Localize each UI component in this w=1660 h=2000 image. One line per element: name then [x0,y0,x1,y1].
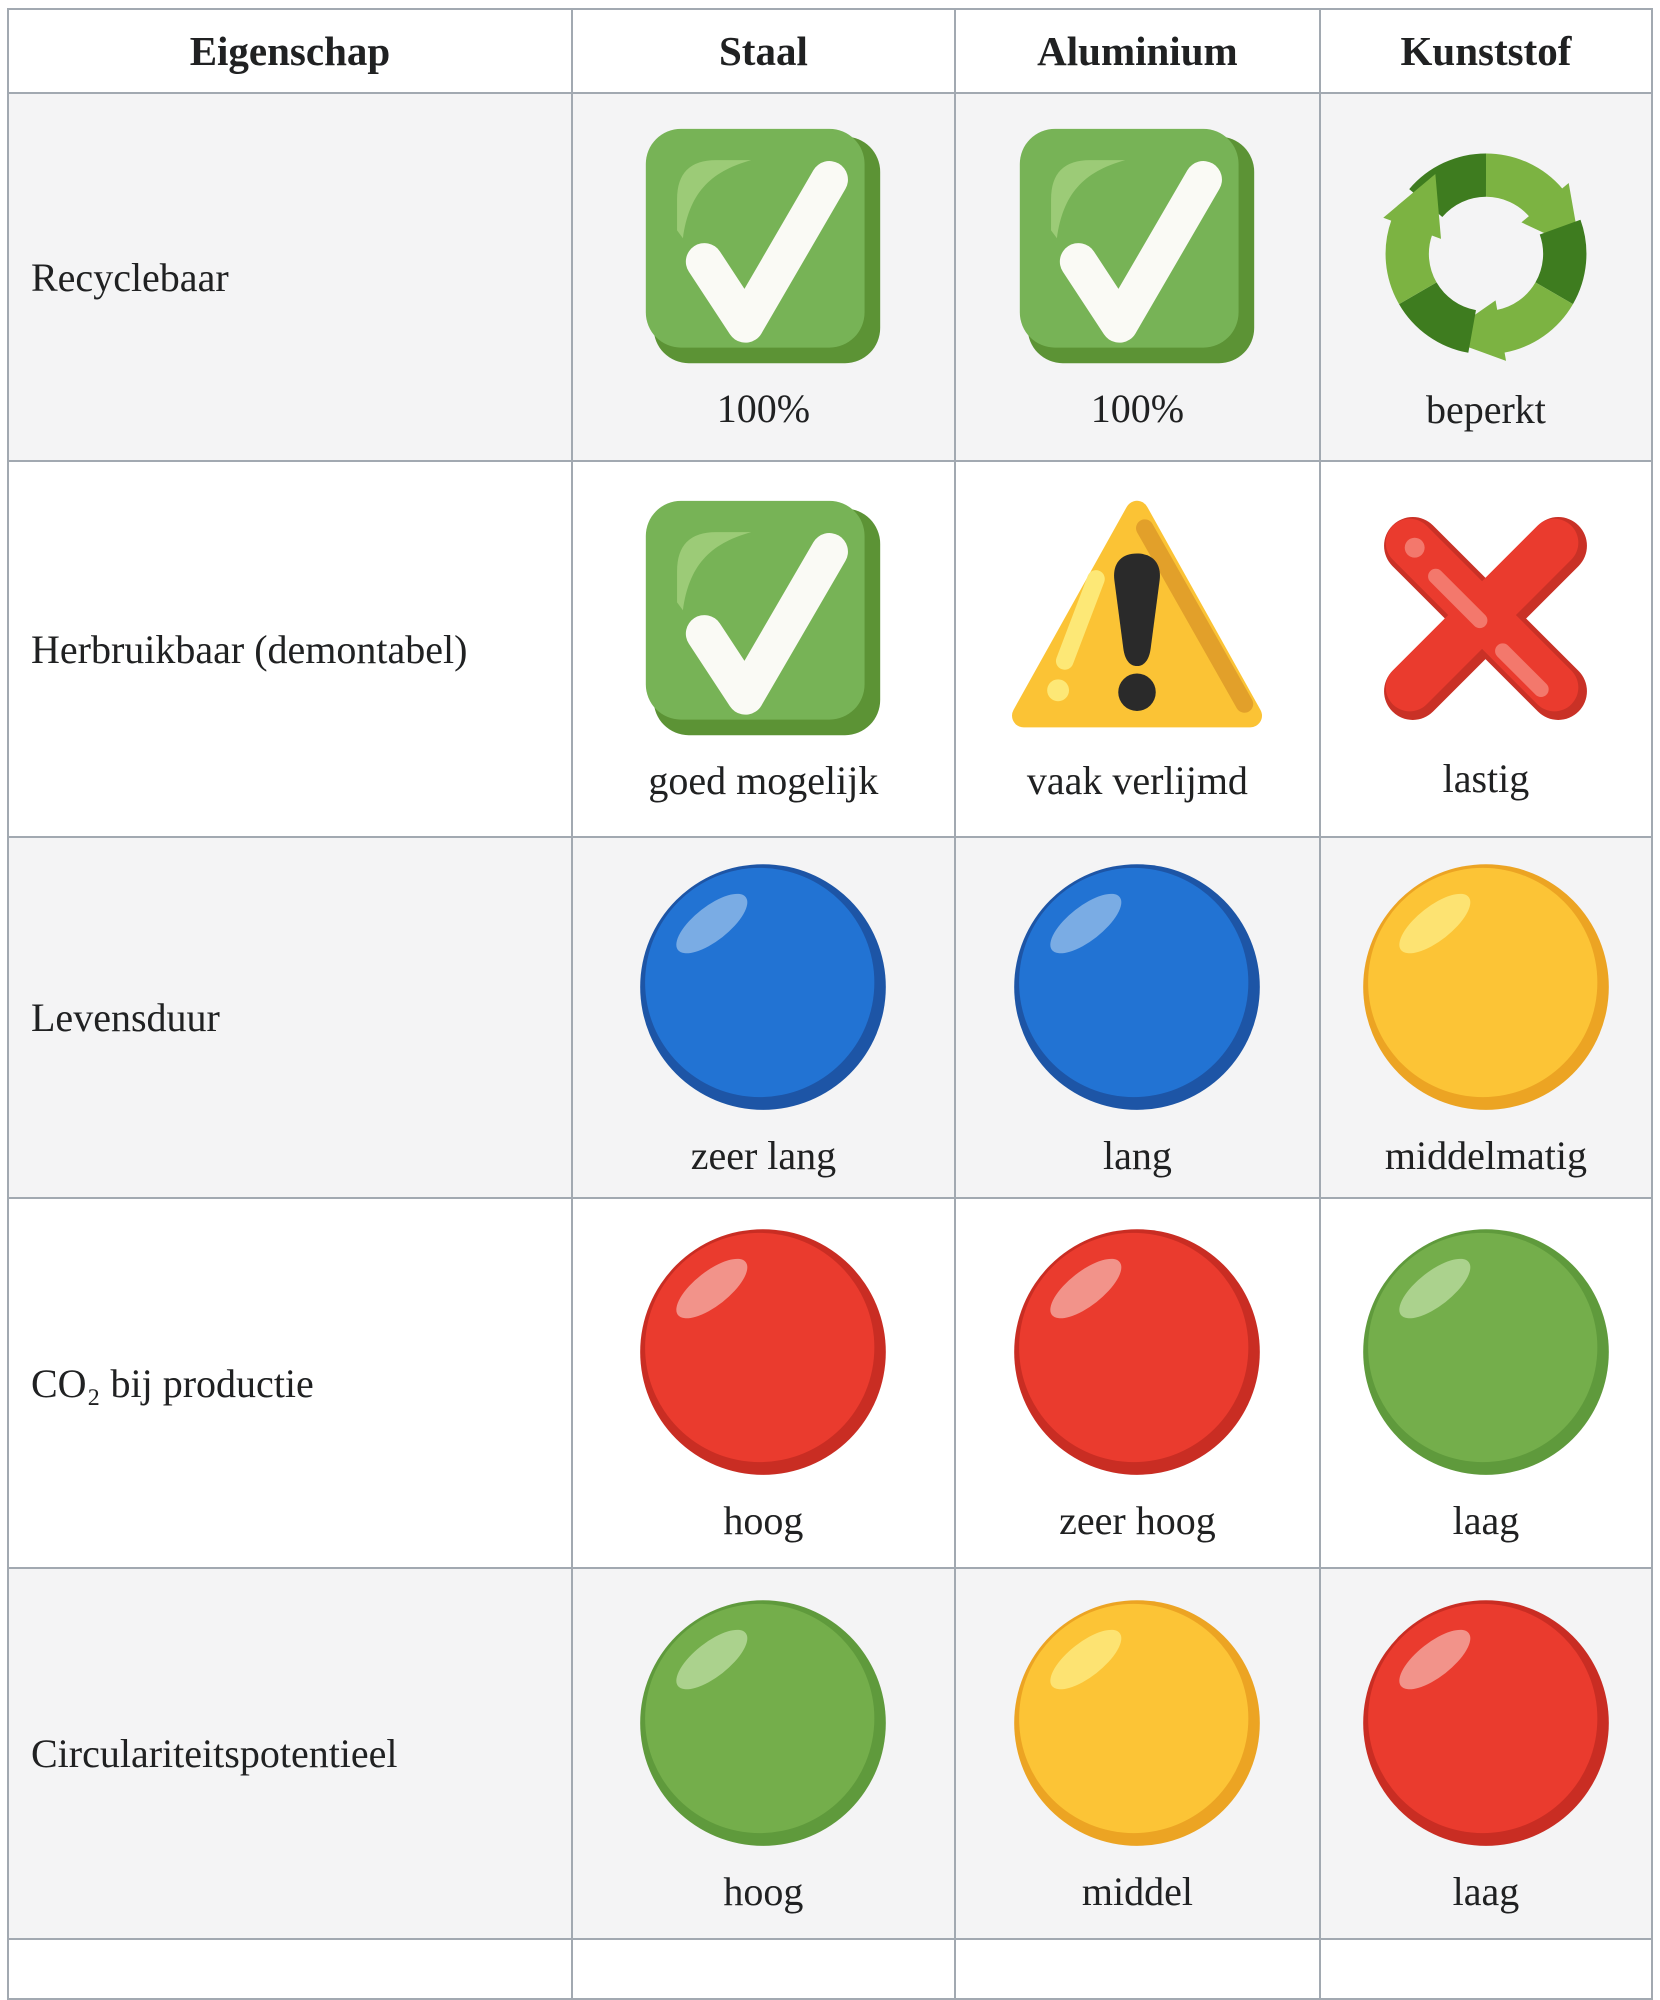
cell-caption: lang [1102,1132,1172,1178]
red-circle-icon [632,1221,894,1483]
cell-caption: 100% [716,386,811,431]
check-mark-icon [1012,121,1262,371]
table-cell: 100% [570,92,956,462]
column-header-staal: Staal [570,8,956,94]
warning-triangle-icon [1012,493,1262,743]
table-row: Herbruikbaar (demontabel) goed mogelijk … [7,460,1654,838]
row-label: Recyclebaar [7,92,573,462]
table-cell: hoog [570,1197,956,1569]
cell-caption: 100% [1090,386,1185,431]
table-cell: laag [1318,1567,1654,1940]
column-header-aluminium: Aluminium [953,8,1321,94]
table-cell: lang [953,836,1321,1199]
table-cell: vaak verlijmd [953,460,1321,838]
check-mark-icon [638,493,888,743]
red-circle-icon [1006,1221,1268,1483]
row-label: Levensduur [7,836,573,1199]
cell-caption: goed mogelijk [648,758,879,803]
row-label: Circulariteitspotentieel [7,1567,573,1940]
comparison-table: Eigenschap Staal Aluminium Kunststof Rec… [7,8,1654,2000]
row-label: CO₂ bij productie [7,1197,573,1569]
cell-caption: middel [1081,1868,1193,1914]
table-cell: laag [1318,1197,1654,1569]
table-row-clipped [7,1938,1654,2000]
cell-caption: middelmatig [1384,1132,1588,1178]
cell-caption: hoog [723,1868,804,1914]
cell-caption: beperkt [1425,387,1546,432]
table-cell: beperkt [1318,92,1654,462]
header-row: Eigenschap Staal Aluminium Kunststof [7,8,1654,94]
table-cell: lastig [1318,460,1654,838]
column-header-eigenschap: Eigenschap [7,8,573,94]
table-row: Recyclebaar 100% 100% beperkt [7,92,1654,462]
cell-caption: hoog [723,1498,804,1543]
row-label: Herbruikbaar (demontabel) [7,460,573,838]
yellow-circle-icon [1355,856,1617,1118]
table-row: Levensduur zeer lang lang middelmatig [7,836,1654,1199]
table-row: Circulariteitspotentieel hoog middel laa… [7,1567,1654,1940]
recycling-symbol-icon [1360,120,1612,372]
green-circle-icon [632,1592,894,1854]
table-cell: zeer lang [570,836,956,1199]
table-cell: middelmatig [1318,836,1654,1199]
green-circle-icon [1355,1221,1617,1483]
cell-caption: zeer hoog [1059,1498,1216,1543]
blue-circle-icon [632,856,894,1118]
table-cell: goed mogelijk [570,460,956,838]
table-cell: hoog [570,1567,956,1940]
table-cell: 100% [953,92,1321,462]
cell-caption: lastig [1442,755,1530,801]
cell-caption: laag [1452,1498,1520,1543]
table-row: CO₂ bij productie hoog zeer hoog laag [7,1197,1654,1569]
red-circle-icon [1355,1592,1617,1854]
column-header-kunststof: Kunststof [1318,8,1654,94]
table-cell: zeer hoog [953,1197,1321,1569]
yellow-circle-icon [1006,1592,1268,1854]
cell-caption: laag [1452,1868,1520,1914]
blue-circle-icon [1006,856,1268,1118]
check-mark-icon [638,121,888,371]
cell-caption: vaak verlijmd [1026,758,1248,803]
table-cell: middel [953,1567,1321,1940]
cell-caption: zeer lang [690,1132,837,1178]
cross-mark-icon [1363,496,1608,741]
